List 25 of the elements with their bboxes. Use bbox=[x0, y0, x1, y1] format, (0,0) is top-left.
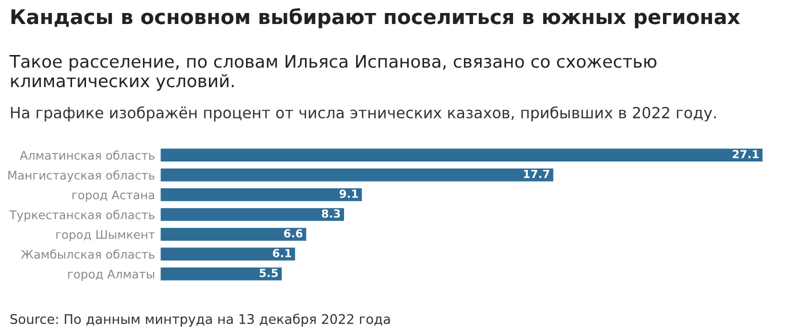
y-tick-label: Жамбылская область bbox=[21, 249, 154, 259]
y-tick-label: город Астана bbox=[72, 190, 154, 202]
data-label: 17.7 bbox=[524, 170, 550, 178]
y-tick-label: Туркестанская область bbox=[9, 210, 154, 222]
bar bbox=[160, 266, 284, 282]
data-label: 6.6 bbox=[284, 229, 302, 238]
y-tick-label: Алматинская область bbox=[20, 150, 154, 160]
data-label: 9.1 bbox=[340, 190, 358, 198]
bar bbox=[160, 206, 346, 222]
text: На графике изображён процент от числа этнических казахов, прибывших в 2022 году. bbox=[11, 106, 716, 122]
bar bbox=[160, 167, 555, 183]
source-note: Source: По данным минтруда на 13 декабря 2022 года bbox=[10, 314, 390, 327]
data-label: 5.5 bbox=[260, 268, 278, 278]
chart-subtitle: Такое расселение, по словам Ильяса Испанова, связано со схожестью климатических условий. bbox=[10, 55, 656, 91]
bar bbox=[160, 186, 364, 203]
y-tick-label: город Алматы bbox=[68, 270, 154, 281]
data-label: 8.3 bbox=[322, 209, 340, 218]
bar bbox=[160, 226, 308, 242]
chart-title: Кандасы в основном выбирают поселиться в южных регионах bbox=[11, 8, 740, 28]
data-label: 6.1 bbox=[272, 248, 292, 258]
bar bbox=[160, 147, 764, 163]
y-tick-label: город Шымкент bbox=[56, 230, 155, 242]
bar bbox=[160, 246, 296, 262]
y-tick-label: Мангистауская область bbox=[8, 170, 154, 182]
data-label: 27.1 bbox=[732, 150, 759, 158]
